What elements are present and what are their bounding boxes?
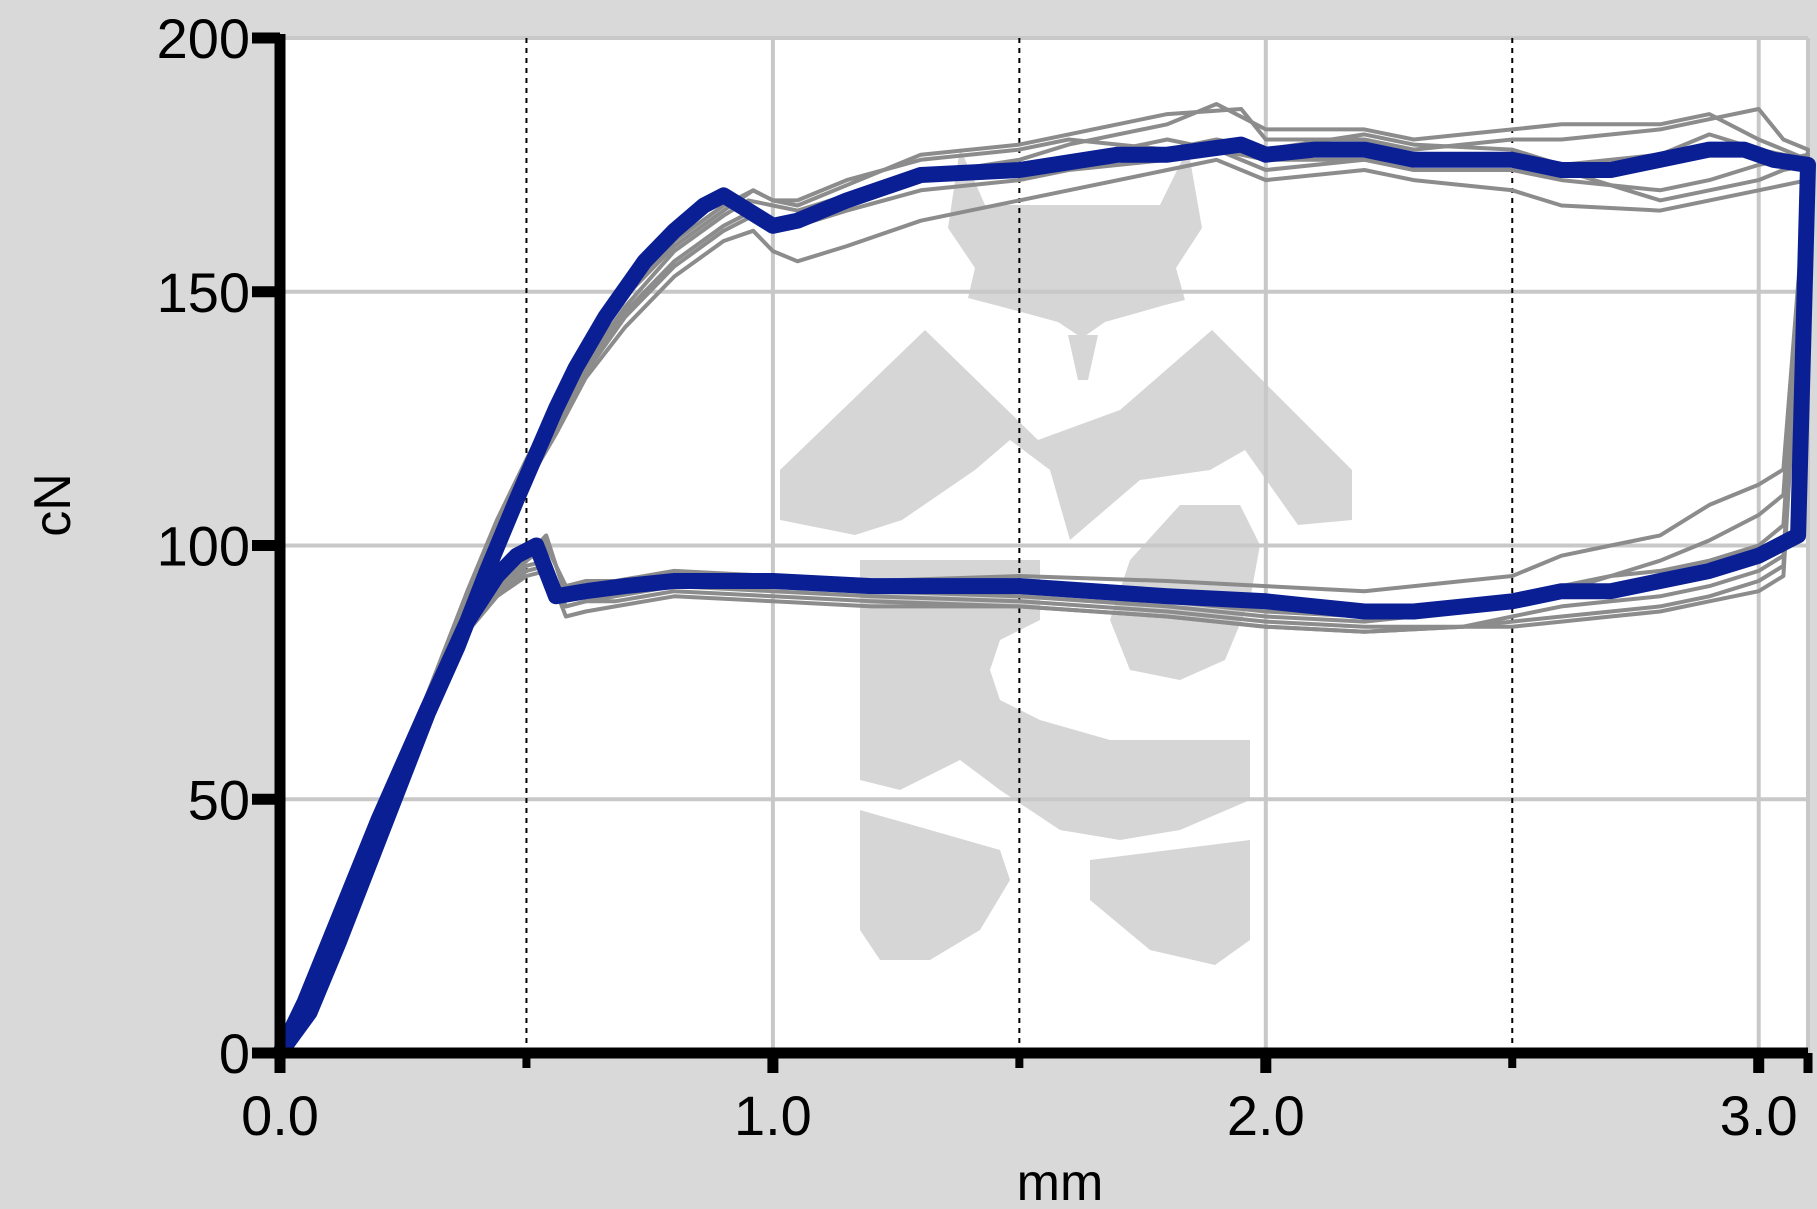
x-axis-label: mm [1017,1154,1104,1209]
y-tick-label-200: 200 [157,7,250,70]
y-tick-label-100: 100 [157,515,250,578]
y-axis-label: cN [24,473,82,537]
x-tick-label-3.0: 3.0 [1720,1084,1798,1147]
x-axis-ticks: 0.0 1.0 2.0 3.0 [241,1053,1813,1147]
y-tick-label-50: 50 [188,768,250,831]
y-tick-label-150: 150 [157,261,250,324]
x-tick-label-2.0: 2.0 [1227,1084,1305,1147]
y-tick-label-0: 0 [219,1022,250,1085]
watermark-logo [780,148,1352,965]
y-axis-ticks: 0 50 100 150 200 [157,7,280,1085]
x-tick-label-1.0: 1.0 [734,1084,812,1147]
trial-curve-1 [278,102,1810,1055]
series-layer [272,102,1816,1061]
mean-curve [272,136,1816,1061]
trial-curve-3 [278,157,1810,1055]
trial-curve-6 [278,137,1810,1055]
x-tick-label-0.0: 0.0 [241,1084,319,1147]
